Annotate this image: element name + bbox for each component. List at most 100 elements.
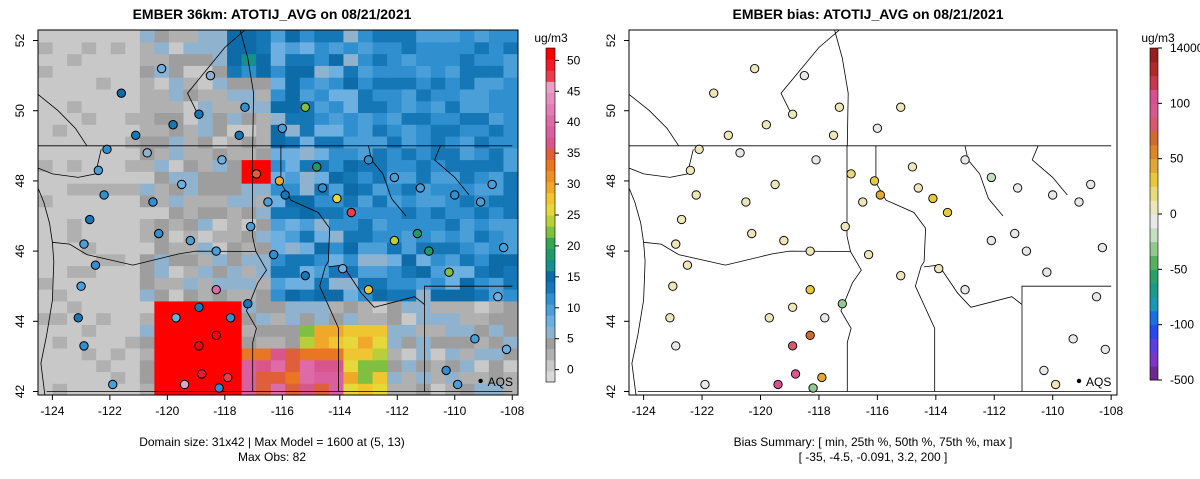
model-grid-cell [256, 359, 272, 373]
model-grid-cell [198, 359, 214, 373]
model-grid-cell [430, 218, 446, 231]
model-grid-cell [154, 371, 170, 384]
model-grid-cell [430, 100, 446, 114]
model-grid-cell [459, 359, 475, 373]
state-boundary-line [38, 186, 55, 395]
model-grid-cell [168, 371, 185, 384]
colorbar-swatch [546, 159, 555, 171]
bias-point [741, 197, 751, 207]
model-grid-cell [256, 277, 272, 290]
model-grid-cell [299, 336, 315, 349]
left-map-borders [38, 30, 513, 395]
model-grid-cell [110, 206, 126, 219]
model-grid-cell [387, 265, 403, 278]
model-grid-cell [241, 371, 257, 384]
model-grid-cell [168, 100, 185, 114]
colorbar-swatch [1150, 269, 1158, 284]
model-grid-cell [459, 159, 475, 172]
model-grid-cell [488, 312, 505, 325]
model-grid-cell [96, 324, 112, 337]
model-grid-cell [314, 88, 330, 102]
model-grid-cell [445, 88, 461, 102]
left-aqs-site-marker [478, 378, 483, 384]
model-grid-cell [38, 65, 54, 78]
model-grid-cell [474, 218, 490, 231]
model-grid-cell [299, 147, 315, 161]
model-grid-cell [416, 324, 432, 337]
observation-point [116, 88, 127, 98]
model-grid-cell [256, 336, 272, 349]
model-grid-cell [299, 289, 315, 302]
model-grid-cell [445, 124, 461, 137]
model-grid-cell [416, 30, 432, 43]
model-grid-cell [314, 336, 330, 349]
observation-point [245, 221, 256, 232]
model-grid-cell [241, 230, 257, 243]
model-grid-cell [285, 277, 301, 290]
model-grid-cell [299, 124, 315, 137]
model-grid-cell [343, 277, 359, 290]
model-grid-cell [212, 65, 228, 78]
y-tick-label: 50 [604, 104, 618, 118]
bias-point [773, 379, 783, 390]
model-grid-cell [343, 241, 359, 255]
model-grid-cell [212, 300, 228, 314]
model-grid-cell [96, 241, 112, 255]
model-grid-cell [328, 206, 345, 219]
model-grid-cell [474, 159, 490, 172]
model-grid-cell [430, 171, 446, 184]
model-grid-cell [241, 277, 257, 290]
model-grid-cell [125, 324, 141, 337]
model-grid-cell [343, 88, 359, 102]
model-grid-cell [488, 53, 505, 66]
model-grid-cell [343, 194, 359, 208]
model-grid-cell [358, 206, 374, 219]
model-grid-cell [270, 53, 286, 66]
colorbar-swatch [1150, 89, 1158, 104]
model-grid-cell [52, 371, 68, 384]
left-caption-line-1: Domain size: 31x42 | Max Model = 1600 at… [139, 435, 405, 449]
model-grid-cell [488, 230, 505, 243]
model-grid-cell [445, 135, 461, 149]
model-grid-cell [285, 30, 301, 43]
model-grid-cell [474, 371, 490, 384]
model-grid-cell [314, 53, 330, 66]
model-grid-cell [474, 183, 490, 196]
model-grid-cell [256, 183, 272, 196]
model-grid-cell [125, 359, 141, 373]
model-grid-cell [474, 65, 490, 78]
model-grid-cell [52, 300, 68, 314]
model-grid-cell [110, 359, 126, 373]
right-x-axis: -124 -122 -120 -118 -116 -114 -112 -110 -108 [632, 395, 1123, 418]
model-grid-cell [459, 171, 475, 184]
model-grid-cell [270, 88, 286, 102]
model-grid-cell [387, 53, 403, 66]
model-grid-cell [416, 100, 432, 114]
model-grid-cell [125, 265, 141, 278]
model-grid-cell [110, 194, 126, 208]
model-grid-cell [270, 289, 286, 302]
model-grid-cell [256, 347, 272, 361]
model-grid-cell [430, 312, 446, 325]
model-grid-cell [314, 359, 330, 373]
model-grid-cell [459, 206, 475, 219]
left-panel: EMBER 36km: ATOTIJ_AVG on 08/21/2021 AQS… [13, 6, 581, 464]
model-grid-cell [328, 336, 345, 349]
model-grid-cell [270, 347, 286, 361]
model-grid-cell [299, 324, 315, 337]
model-grid-cell [52, 289, 68, 302]
model-grid-cell [256, 371, 272, 384]
model-grid-cell [299, 65, 315, 78]
model-grid-cell [372, 171, 388, 184]
colorbar-swatch [1150, 352, 1158, 367]
model-grid-cell [168, 30, 185, 43]
model-grid-cell [299, 206, 315, 219]
model-grid-cell [445, 100, 461, 114]
observation-point [102, 144, 112, 155]
model-grid-cell [198, 312, 214, 325]
model-grid-cell [358, 100, 374, 114]
bias-point [1086, 179, 1096, 190]
bias-point [858, 197, 868, 207]
model-grid-cell [183, 88, 199, 102]
model-grid-cell [38, 359, 54, 373]
